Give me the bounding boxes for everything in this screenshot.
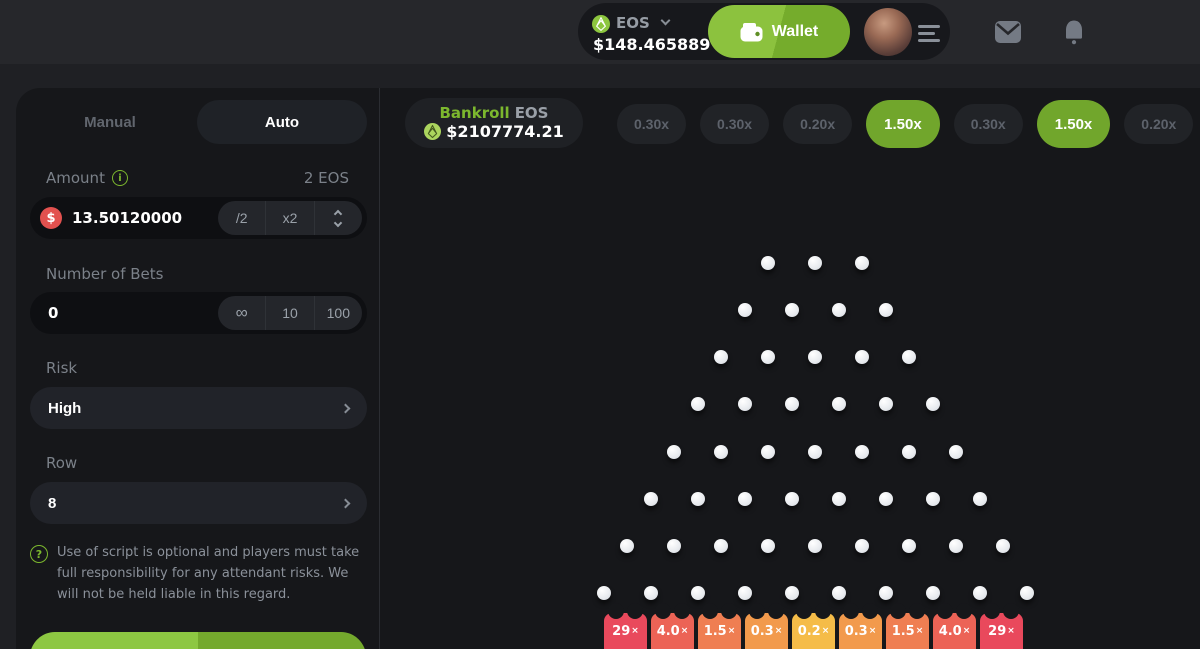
eos-coin-icon bbox=[592, 15, 610, 33]
multiplier-chip[interactable]: 1.50x bbox=[866, 100, 940, 148]
wallet-button[interactable]: Wallet bbox=[708, 5, 850, 58]
amount-modifiers: /2 x2 bbox=[218, 201, 362, 235]
amount-max: 2 EOS bbox=[303, 169, 349, 187]
half-bet-button[interactable]: /2 bbox=[218, 201, 265, 235]
bets-label: Number of Bets bbox=[46, 265, 164, 283]
amount-label-row: Amount i 2 EOS bbox=[30, 169, 367, 187]
bankroll-pill: Bankroll EOS $2107774.21 bbox=[405, 98, 583, 148]
buckets-row: 29 × 4.0 × 1.5 × 0.3 × 0.2 × 0.3 × 1.5 × 4.0 × 29 × bbox=[604, 603, 1028, 649]
balance-amount: $148.465889 bbox=[593, 35, 711, 54]
amount-value[interactable]: 13.50120000 bbox=[72, 209, 183, 227]
user-avatar[interactable] bbox=[864, 8, 912, 56]
row-label-row: Row bbox=[30, 454, 367, 472]
bell-icon[interactable] bbox=[1062, 19, 1086, 46]
payout-bucket: 0.3 × bbox=[839, 603, 882, 649]
bets-value[interactable]: 0 bbox=[48, 304, 59, 322]
chevron-right-icon bbox=[340, 498, 351, 508]
topbar: EOS $148.465889 Wallet bbox=[0, 0, 1200, 64]
info-icon[interactable]: i bbox=[111, 170, 128, 186]
dollar-icon: $ bbox=[40, 207, 62, 229]
risk-select[interactable]: High bbox=[30, 387, 367, 429]
wallet-button-label: Wallet bbox=[771, 22, 819, 40]
start-autobet-button[interactable] bbox=[30, 632, 366, 649]
disclaimer-text: Use of script is optional and players mu… bbox=[57, 545, 360, 602]
bankroll-label: Bankroll bbox=[439, 104, 510, 122]
payout-bucket: 1.5 × bbox=[698, 603, 741, 649]
wallet-icon bbox=[740, 22, 763, 42]
tab-auto[interactable]: Auto bbox=[197, 100, 367, 144]
bets-100-button[interactable]: 100 bbox=[313, 296, 362, 330]
stepper-arrows-icon[interactable] bbox=[313, 201, 362, 235]
bets-presets: ∞ 10 100 bbox=[218, 296, 362, 330]
double-bet-button[interactable]: x2 bbox=[265, 201, 313, 235]
bankroll-value: $2107774.21 bbox=[446, 121, 564, 141]
bets-10-button[interactable]: 10 bbox=[265, 296, 313, 330]
payout-bucket: 29 × bbox=[604, 603, 647, 649]
multiplier-chip[interactable]: 0.30x bbox=[953, 104, 1023, 144]
chevron-right-icon bbox=[340, 403, 351, 413]
amount-input[interactable]: $ 13.50120000 /2 x2 bbox=[30, 197, 367, 239]
row-value: 8 bbox=[48, 494, 57, 512]
currency-code[interactable]: EOS bbox=[616, 14, 650, 32]
risk-label: Risk bbox=[46, 359, 78, 377]
amount-label: Amount bbox=[46, 169, 105, 187]
multiplier-chip[interactable]: 1.50x bbox=[1036, 100, 1111, 148]
row-label: Row bbox=[46, 454, 78, 472]
eos-coin-icon bbox=[424, 123, 442, 140]
account-pill: EOS $148.465889 Wallet bbox=[578, 3, 950, 60]
mail-icon[interactable] bbox=[995, 21, 1021, 43]
payout-bucket: 4.0 × bbox=[933, 603, 976, 649]
payout-bucket: 29 × bbox=[980, 603, 1023, 649]
question-icon: ? bbox=[30, 545, 48, 563]
page-content: Manual Auto Amount i 2 EOS $ 13.50120000… bbox=[0, 64, 1200, 649]
tab-manual[interactable]: Manual bbox=[40, 108, 180, 136]
row-select[interactable]: 8 bbox=[30, 482, 367, 524]
multiplier-chip[interactable]: 0.20x bbox=[1124, 104, 1194, 144]
script-disclaimer: ? Use of script is optional and players … bbox=[30, 542, 366, 605]
history-row: 0.30x 0.30x 0.20x 1.50x 0.30x 1.50x 0.20x bbox=[617, 100, 1194, 148]
chevron-down-icon[interactable] bbox=[660, 15, 671, 26]
risk-label-row: Risk bbox=[30, 359, 367, 377]
payout-bucket: 1.5 × bbox=[886, 603, 929, 649]
multiplier-chip[interactable]: 0.30x bbox=[617, 104, 687, 144]
multiplier-chip[interactable]: 0.30x bbox=[700, 104, 770, 144]
infinity-button[interactable]: ∞ bbox=[218, 296, 265, 330]
payout-bucket: 0.3 × bbox=[745, 603, 788, 649]
bankroll-currency: EOS bbox=[514, 104, 549, 122]
menu-icon[interactable] bbox=[918, 25, 942, 45]
payout-bucket: 0.2 × bbox=[792, 603, 835, 649]
bets-input[interactable]: 0 ∞ 10 100 bbox=[30, 292, 367, 334]
panel-divider bbox=[379, 88, 380, 649]
risk-value: High bbox=[48, 399, 82, 417]
multiplier-chip[interactable]: 0.20x bbox=[783, 104, 853, 144]
game-panel bbox=[16, 88, 1200, 649]
payout-bucket: 4.0 × bbox=[651, 603, 694, 649]
bets-label-row: Number of Bets bbox=[30, 265, 367, 283]
